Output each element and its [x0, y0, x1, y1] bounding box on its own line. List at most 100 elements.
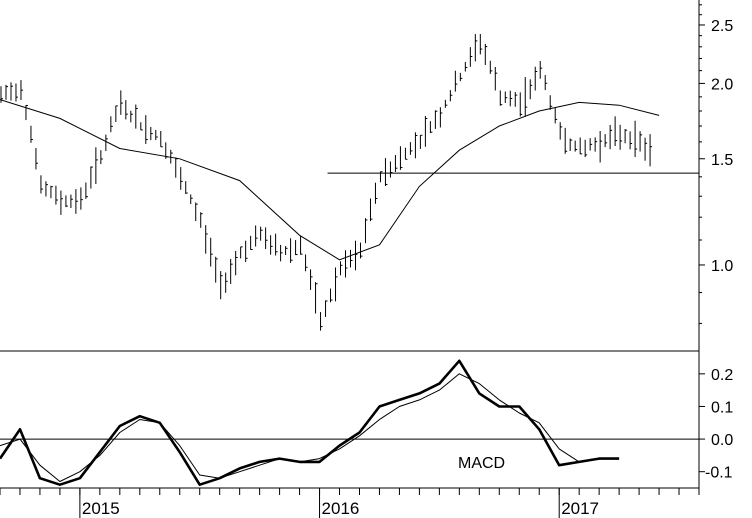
- price-bar: [564, 127, 568, 154]
- macd-label: MACD: [458, 455, 505, 472]
- price-bar: [175, 157, 178, 178]
- price-bar: [469, 47, 473, 67]
- price-bar: [509, 90, 513, 107]
- price-bar: [55, 185, 58, 205]
- price-bar: [285, 246, 288, 255]
- price-bar: [10, 82, 13, 101]
- price-bar: [369, 198, 373, 222]
- macd-panel: [0, 359, 699, 486]
- price-bar: [135, 104, 138, 129]
- price-bar: [15, 83, 18, 102]
- moving-average-line: [0, 99, 660, 261]
- price-bar: [624, 129, 628, 144]
- price-bar: [310, 269, 313, 290]
- price-bar: [250, 235, 253, 250]
- price-bar: [589, 138, 593, 151]
- price-bar: [25, 104, 28, 121]
- price-bar: [85, 182, 88, 199]
- price-bar: [604, 134, 608, 148]
- price-y-tick-label: 2.0: [711, 76, 733, 93]
- price-bar: [544, 75, 548, 91]
- price-bar: [200, 212, 203, 228]
- price-bar: [539, 61, 543, 79]
- macd-y-tick-label: -0.1: [705, 465, 733, 482]
- price-bar: [649, 134, 653, 167]
- price-bar: [20, 80, 23, 101]
- price-bar: [414, 132, 418, 159]
- price-bar: [424, 115, 428, 147]
- price-bar: [300, 236, 303, 255]
- price-bar: [255, 225, 258, 247]
- price-bar: [315, 282, 318, 314]
- price-panel: [0, 34, 699, 331]
- price-bar: [409, 142, 413, 155]
- price-bar: [280, 244, 283, 262]
- x-year-label: 2016: [322, 499, 360, 518]
- price-bar: [145, 115, 148, 144]
- price-bar: [354, 240, 358, 271]
- macd-y-tick-label: 0.2: [711, 367, 733, 384]
- price-bar: [185, 181, 188, 194]
- price-bar: [270, 235, 273, 255]
- price-bar: [30, 125, 33, 143]
- price-bar: [160, 130, 163, 148]
- price-bar: [60, 190, 63, 215]
- price-bar: [240, 246, 243, 259]
- price-bar: [325, 300, 328, 317]
- price-bar: [609, 124, 613, 150]
- price-bar: [245, 240, 248, 262]
- price-bar: [384, 158, 388, 187]
- price-bar: [459, 72, 463, 82]
- price-bar: [40, 175, 43, 194]
- price-bar: [499, 90, 503, 106]
- price-bar: [335, 267, 338, 302]
- price-bar: [579, 137, 583, 155]
- price-bar: [364, 218, 368, 244]
- price-bar: [80, 187, 83, 210]
- price-bar: [260, 226, 263, 241]
- price-bar: [115, 105, 118, 122]
- price-bar: [634, 120, 638, 158]
- price-bar: [235, 250, 238, 276]
- price-bar: [225, 272, 228, 293]
- price-bar: [220, 271, 223, 300]
- x-year-label: 2015: [82, 499, 120, 518]
- price-bar: [639, 131, 643, 152]
- price-bar: [494, 66, 498, 91]
- price-bar: [320, 312, 323, 331]
- macd-y-tick-label: 0.1: [711, 399, 733, 416]
- price-bar: [125, 100, 128, 120]
- price-bar: [614, 116, 618, 147]
- price-bar: [65, 195, 68, 208]
- price-bar: [449, 90, 453, 102]
- price-bar: [584, 139, 588, 158]
- price-bar: [434, 110, 438, 129]
- price-bar: [519, 92, 523, 117]
- macd-y-tick-label: 0.0: [711, 432, 733, 449]
- price-bar: [210, 237, 213, 267]
- price-bar: [389, 161, 393, 178]
- price-bar: [230, 258, 233, 284]
- price-bar: [155, 129, 158, 141]
- price-bar: [629, 131, 633, 150]
- macd-line: [0, 359, 620, 486]
- price-bar: [419, 134, 423, 149]
- signal-line: [0, 373, 620, 482]
- price-bar: [454, 70, 458, 92]
- price-bar: [514, 92, 518, 107]
- price-bar: [195, 202, 198, 222]
- price-bar: [374, 182, 378, 204]
- price-bar: [275, 233, 278, 256]
- price-bar: [619, 124, 623, 150]
- price-bar: [479, 34, 483, 55]
- price-bar: [5, 84, 8, 100]
- price-bar: [180, 167, 183, 190]
- price-bar: [574, 140, 578, 152]
- price-bar: [345, 250, 348, 278]
- price-bar: [394, 155, 398, 172]
- price-bar: [404, 147, 408, 160]
- price-bar: [599, 131, 603, 163]
- price-bar: [90, 166, 93, 189]
- price-bar: [474, 34, 478, 62]
